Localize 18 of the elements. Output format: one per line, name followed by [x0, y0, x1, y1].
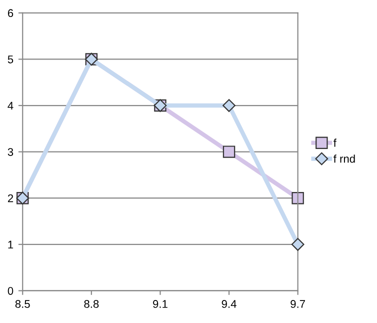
legend-label: f: [333, 138, 336, 147]
x-tick-label: 8.8: [84, 300, 99, 308]
x-tick-label: 9.1: [153, 300, 168, 308]
x-tick-label: 9.7: [290, 300, 305, 308]
point: [222, 99, 236, 112]
legend-label: f rnd: [333, 154, 355, 163]
point: [292, 192, 304, 204]
y-tick-label: 1: [8, 240, 14, 248]
x-tick-label: 9.4: [222, 300, 236, 308]
y-tick-label: 5: [8, 56, 14, 64]
y-tick-label: 6: [8, 9, 14, 18]
y-tick-label: 2: [8, 194, 14, 202]
y-tick-label: 3: [8, 148, 14, 156]
y-tick-label: 4: [8, 102, 14, 110]
y-tick-label: 0: [8, 286, 14, 295]
point: [222, 146, 236, 158]
x-tick-label: 8.5: [15, 300, 30, 308]
point: [291, 238, 304, 251]
